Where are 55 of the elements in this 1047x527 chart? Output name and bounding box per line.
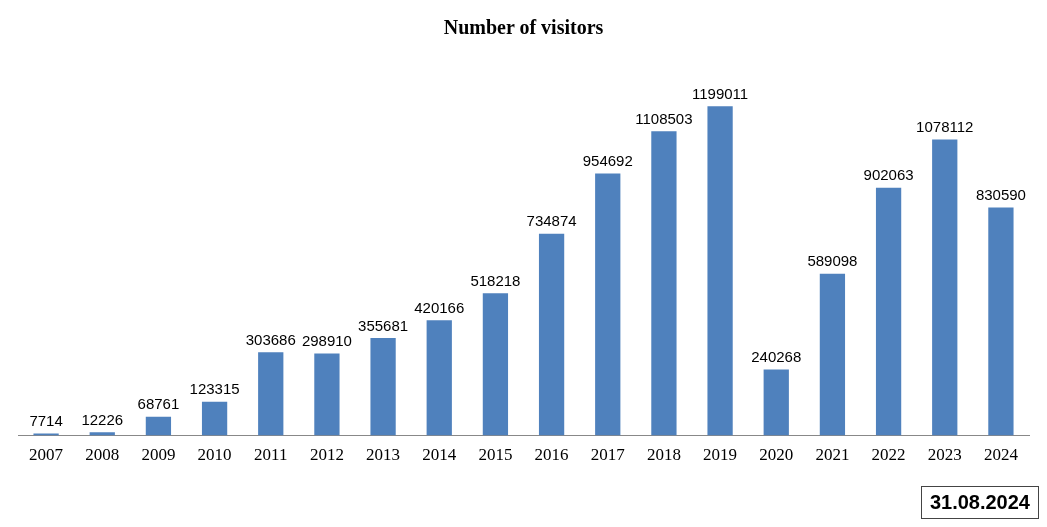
x-tick-label: 2021 [815, 445, 850, 465]
data-label: 1078112 [916, 118, 974, 136]
chart-title: Number of visitors [442, 15, 605, 40]
data-label: 954692 [582, 152, 633, 170]
bar [201, 401, 228, 436]
data-label: 7714 [29, 412, 63, 430]
bar [145, 416, 172, 436]
x-tick-label: 2013 [366, 445, 401, 465]
x-tick-label: 2019 [703, 445, 738, 465]
bar [707, 106, 733, 436]
data-label: 12226 [81, 410, 124, 428]
x-tick-label: 2016 [534, 445, 569, 465]
x-tick-label: 2023 [927, 445, 962, 465]
data-label: 298910 [301, 332, 352, 350]
x-tick-label: 2018 [646, 445, 681, 465]
bar [988, 207, 1014, 436]
x-tick-label: 2015 [478, 445, 513, 465]
x-tick-label: 2012 [309, 445, 344, 465]
data-label: 734874 [526, 212, 577, 230]
x-tick-label: 2024 [983, 445, 1019, 465]
data-label: 1108503 [635, 109, 693, 127]
data-label: 355681 [358, 316, 409, 334]
bar [258, 352, 284, 436]
text: 31.08.2024 [920, 486, 1039, 519]
data-label: 1199011 [692, 84, 749, 102]
data-label: 589098 [807, 252, 858, 270]
bar [426, 320, 452, 436]
data-label: 240268 [751, 348, 802, 366]
bar [595, 173, 621, 436]
bar [370, 337, 396, 436]
x-tick-label: 2020 [759, 445, 794, 465]
data-label: 830590 [975, 186, 1026, 204]
x-tick-label: 2022 [871, 445, 906, 465]
x-tick-label: 2008 [85, 445, 120, 465]
bar [538, 233, 565, 436]
bar [651, 131, 677, 436]
data-label: 68761 [137, 395, 180, 413]
bar [763, 369, 789, 436]
data-label: 123315 [189, 380, 240, 398]
x-tick-label: 2011 [254, 445, 288, 465]
bar [932, 139, 958, 436]
x-tick-label: 2010 [197, 445, 232, 465]
data-label: 303686 [245, 330, 296, 348]
bar [875, 187, 902, 436]
x-tick-label: 2007 [29, 445, 64, 465]
x-tick-label: 2017 [590, 445, 626, 465]
data-label: 518218 [470, 271, 521, 289]
bar [482, 293, 509, 436]
x-tick-label: 2014 [422, 445, 457, 465]
x-tick-label: 2009 [141, 445, 176, 465]
bar [33, 433, 59, 436]
data-label: 902063 [863, 166, 914, 184]
bar [819, 273, 846, 436]
data-label: 420166 [414, 298, 465, 316]
bar [314, 353, 340, 436]
